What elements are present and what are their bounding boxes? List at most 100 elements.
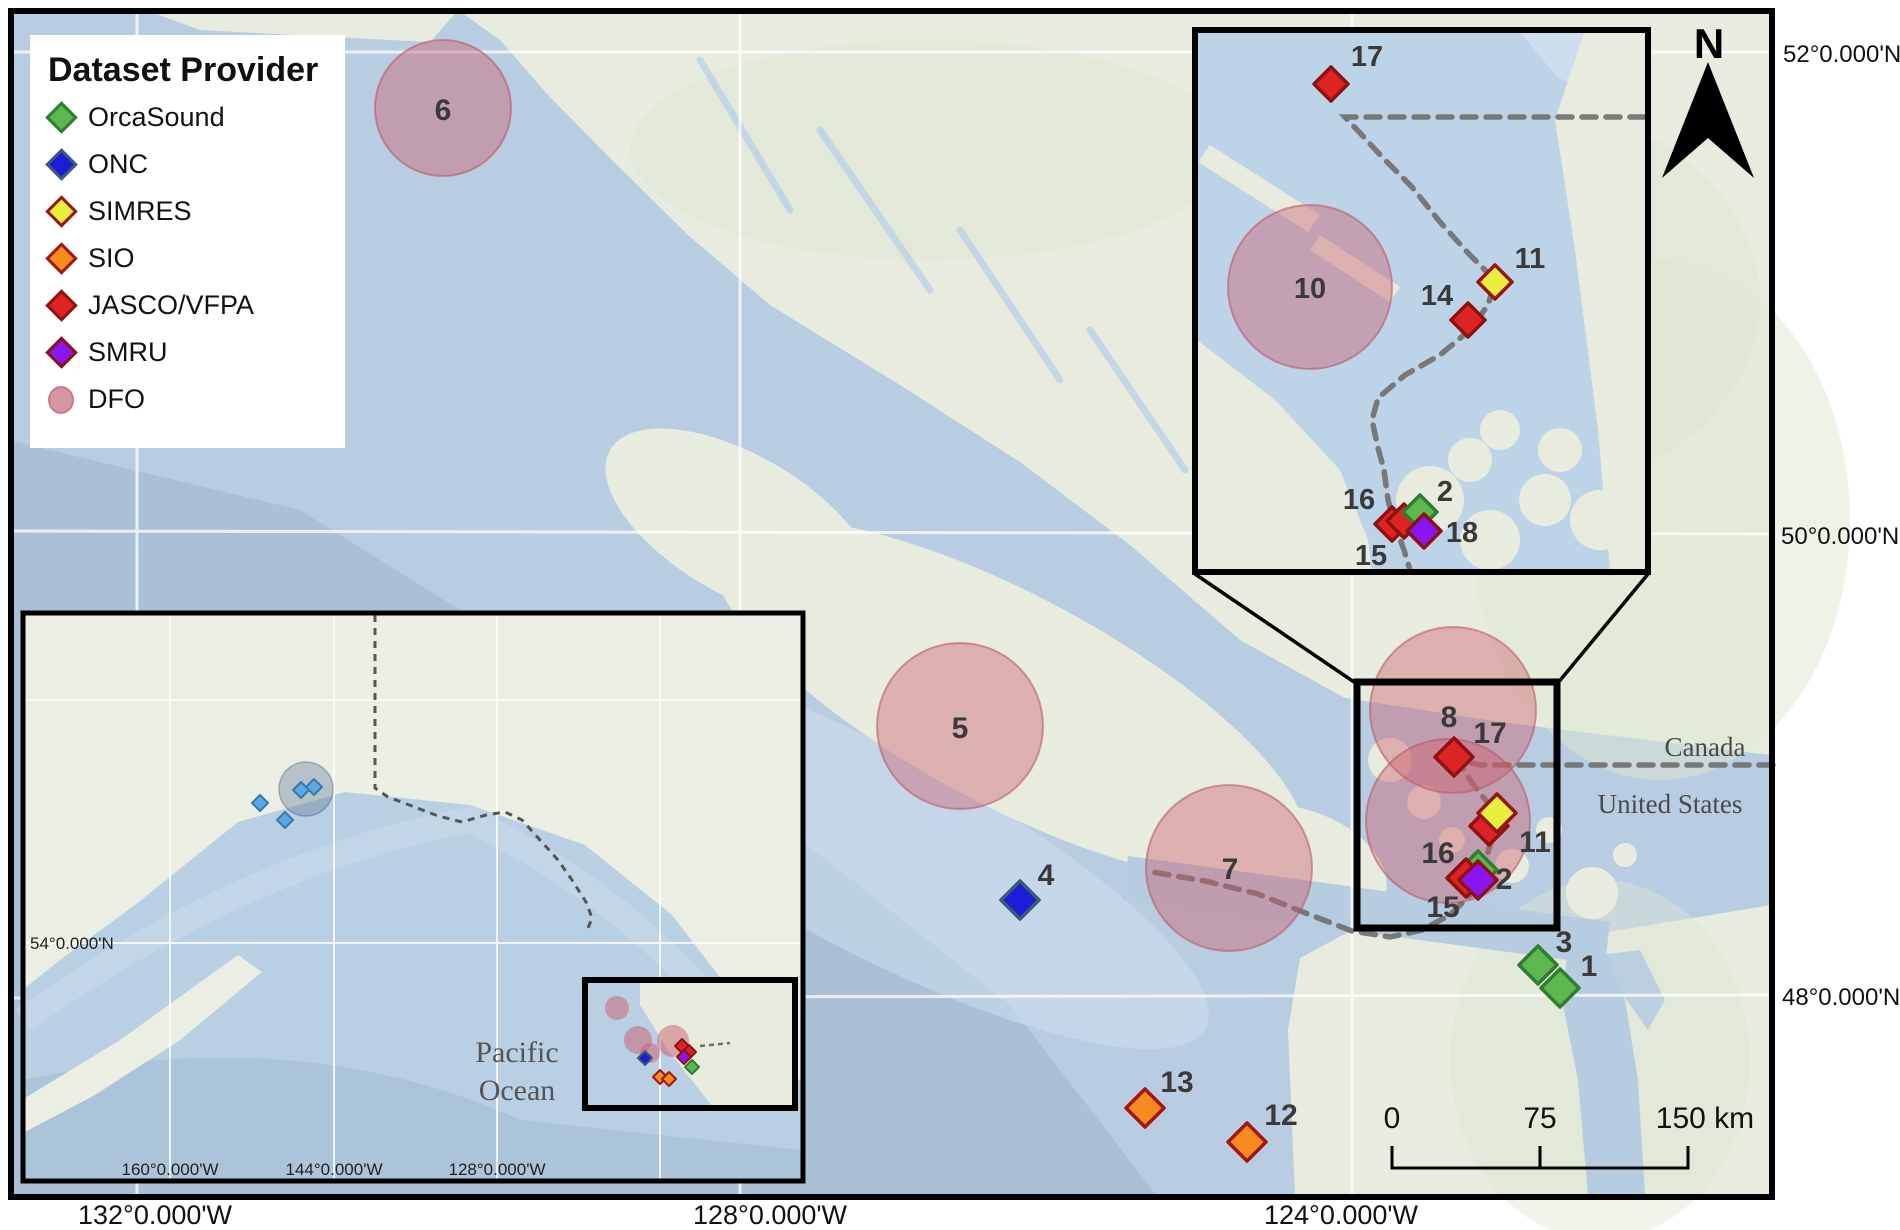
legend-item-sio: SIO	[44, 235, 345, 282]
inset-lon-160w: 160°0.000'W	[122, 1160, 219, 1179]
dfo-circle-icon	[48, 385, 74, 414]
scale-tick-0: 0	[1384, 1102, 1401, 1135]
station-marker-jasco-vfpa[interactable]	[1433, 736, 1475, 778]
lat-label-50n: 50°0.000'N	[1781, 523, 1899, 550]
station-label: 18	[1446, 517, 1478, 549]
pacific-ocean-label-1: Pacific	[475, 1036, 558, 1069]
top-inset-basemap	[1195, 30, 1648, 572]
canada-us-border-inset	[1338, 114, 1647, 573]
lat-label-48n: 48°0.000'N	[1782, 984, 1900, 1011]
legend-item-label: DFO	[88, 384, 145, 414]
alaska-canada-border	[373, 615, 594, 929]
legend-item-orcasound: OrcaSound	[44, 94, 345, 141]
station-label: 16	[1343, 484, 1375, 516]
united-states-label: United States	[1598, 789, 1743, 819]
zoom-extent-rect[interactable]	[1353, 678, 1561, 932]
dfo-range-circle[interactable]	[876, 642, 1044, 810]
station-marker-remote[interactable]	[305, 778, 323, 796]
scale-tick-75: 75	[1523, 1102, 1556, 1135]
station-label: 17	[1473, 717, 1506, 750]
legend-title: Dataset Provider	[48, 51, 319, 89]
inset-lon-128w: 128°0.000'W	[449, 1160, 546, 1179]
station-label: 11	[1519, 826, 1551, 859]
north-arrow-glyph	[1662, 62, 1754, 178]
north-arrow-n: N	[1694, 20, 1724, 67]
station-label: 2	[1437, 476, 1453, 508]
station-label: 11	[1515, 243, 1546, 275]
map-frame	[8, 8, 1775, 1200]
station-label: 13	[1160, 1066, 1193, 1099]
station-marker-smru[interactable]	[676, 1049, 692, 1065]
station-marker-sio[interactable]	[1226, 1121, 1268, 1163]
station-label: 15	[1355, 540, 1387, 572]
scale-tick-150: 150 km	[1656, 1102, 1754, 1135]
border-fragment	[699, 1041, 731, 1048]
station-marker-remote[interactable]	[276, 811, 294, 829]
scale-bar: 0 75 150 km	[1384, 1102, 1754, 1170]
dfo-range-circle-mini	[605, 996, 629, 1020]
dfo-range-circle[interactable]	[1227, 204, 1393, 370]
station-marker-simres[interactable]	[1476, 263, 1514, 301]
station-marker-jasco-vfpa[interactable]	[1312, 65, 1350, 103]
station-marker-sio[interactable]	[1124, 1087, 1166, 1129]
station-label: 6	[435, 94, 452, 127]
station-label: 8	[1441, 701, 1458, 734]
station-marker-jasco-vfpa[interactable]	[1449, 301, 1487, 339]
top-inset-border	[1192, 27, 1651, 575]
station-marker-orcasound[interactable]	[684, 1059, 700, 1075]
station-marker-smru[interactable]	[1405, 512, 1443, 550]
legend-item-label: SIMRES	[88, 196, 192, 226]
station-marker-onc[interactable]	[637, 1050, 653, 1066]
station-label: 4	[1038, 859, 1055, 892]
station-marker-simres[interactable]	[1476, 792, 1518, 834]
lon-label-128w: 128°0.000'W	[693, 1200, 848, 1230]
inset-lon-144w: 144°0.000'W	[286, 1160, 383, 1179]
alaska-extent-rect[interactable]	[582, 977, 798, 1111]
legend-item-simres: SIMRES	[44, 188, 345, 235]
lon-label-124w: 124°0.000'W	[1264, 1200, 1419, 1230]
station-label: 2	[1496, 863, 1513, 896]
inset-lat-54n: 54°0.000'N	[30, 934, 114, 953]
legend-items: OrcaSound ONC SIMRES SIO JASCO/VFPA SMRU DFO	[30, 94, 345, 423]
legend-item-dfo: DFO	[48, 376, 345, 423]
station-label: 3	[1556, 926, 1573, 959]
dfo-range-circle[interactable]	[1145, 784, 1313, 952]
legend-item-onc: ONC	[44, 141, 345, 188]
legend-item-label: JASCO/VFPA	[88, 290, 255, 320]
station-marker-sio[interactable]	[661, 1071, 677, 1087]
station-label: 16	[1421, 837, 1454, 870]
legend-item-label: ONC	[88, 149, 148, 179]
legend: Dataset Provider OrcaSound ONC SIMRES SIO JA…	[30, 35, 345, 448]
station-label: 17	[1351, 41, 1383, 73]
legend-item-smru: SMRU	[44, 329, 345, 376]
station-label: 7	[1222, 853, 1239, 886]
station-label: 15	[1426, 891, 1459, 924]
pacific-ocean-label-2: Ocean	[479, 1074, 556, 1107]
legend-item-label: SIO	[88, 243, 135, 273]
lon-label-132w: 132°0.000'W	[78, 1200, 233, 1230]
station-marker-onc[interactable]	[999, 879, 1041, 921]
station-marker-orcasound[interactable]	[1539, 967, 1581, 1009]
station-label: 14	[1421, 280, 1453, 312]
station-label: 12	[1264, 1099, 1297, 1132]
station-label: 1	[1581, 950, 1598, 983]
dfo-range-circle[interactable]	[374, 39, 512, 177]
north-arrow: N	[1662, 20, 1754, 178]
inset-leader-right	[1555, 572, 1650, 686]
dfo-range-circle[interactable]	[1369, 626, 1537, 794]
station-label: 5	[952, 712, 969, 745]
alaska-inset-border	[20, 610, 806, 1184]
station-marker-smru[interactable]	[1457, 859, 1499, 901]
canada-label: Canada	[1665, 732, 1746, 762]
station-label: 10	[1294, 273, 1326, 305]
lat-label-52n: 52°0.000'N	[1783, 41, 1900, 68]
legend-item-label: OrcaSound	[88, 102, 225, 132]
station-marker-orcasound[interactable]	[1517, 944, 1559, 986]
alaska-inset-basemap	[15, 613, 803, 1181]
inset-leader-left	[1194, 572, 1358, 686]
legend-item-jasco-vfpa: JASCO/VFPA	[44, 282, 345, 329]
legend-item-label: SMRU	[88, 337, 168, 367]
station-marker-remote[interactable]	[251, 794, 269, 812]
